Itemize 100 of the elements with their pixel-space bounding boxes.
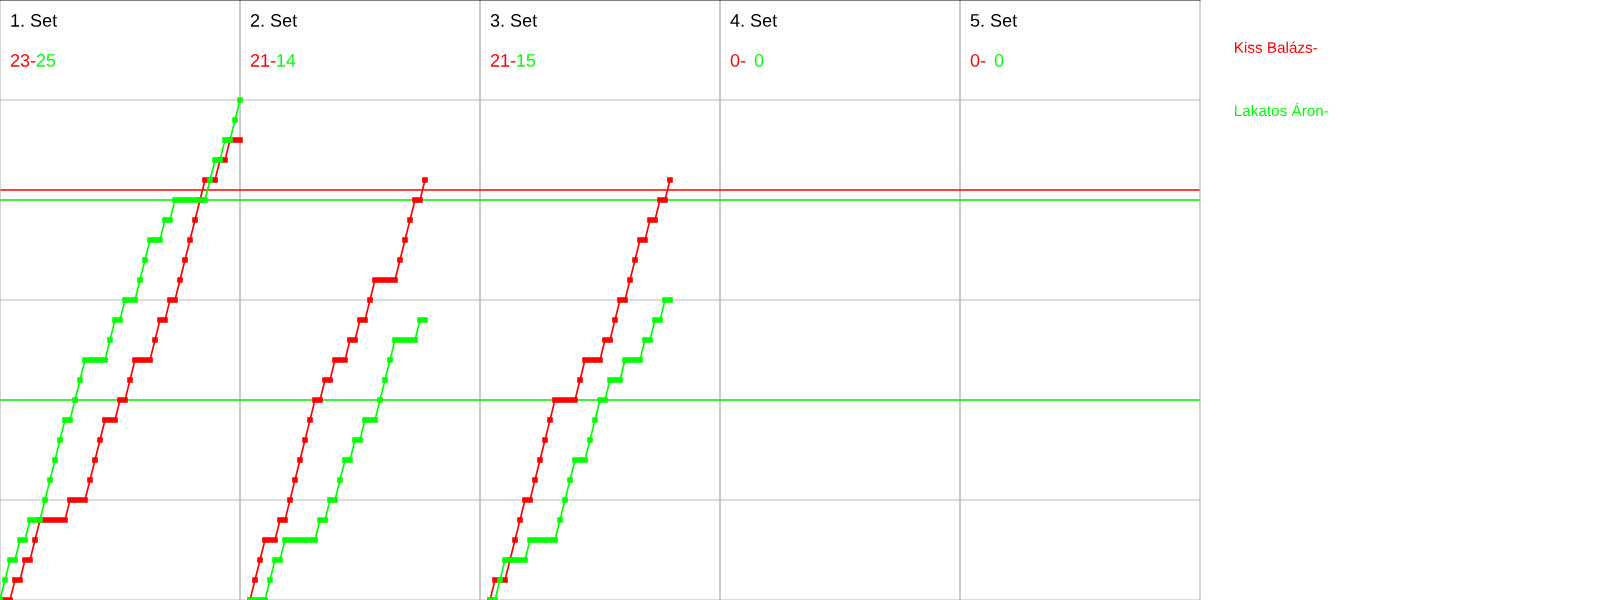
point bbox=[82, 497, 88, 503]
point bbox=[577, 377, 583, 383]
point bbox=[367, 417, 373, 423]
point bbox=[632, 257, 638, 263]
point bbox=[312, 537, 318, 543]
text: 5. Set bbox=[970, 14, 1018, 27]
point bbox=[172, 297, 178, 303]
point bbox=[12, 577, 18, 583]
point bbox=[117, 317, 123, 323]
point bbox=[62, 517, 68, 523]
point bbox=[627, 277, 633, 283]
point bbox=[317, 397, 323, 403]
point bbox=[512, 537, 518, 543]
point bbox=[297, 457, 303, 463]
point bbox=[657, 317, 663, 323]
point bbox=[352, 437, 358, 443]
point bbox=[652, 317, 658, 323]
point bbox=[272, 557, 278, 563]
point bbox=[222, 137, 228, 143]
point bbox=[337, 357, 343, 363]
point bbox=[522, 557, 528, 563]
point bbox=[47, 517, 53, 523]
point bbox=[202, 197, 208, 203]
point bbox=[527, 497, 533, 503]
point bbox=[592, 417, 598, 423]
point bbox=[187, 197, 193, 203]
point bbox=[537, 457, 543, 463]
point bbox=[122, 397, 128, 403]
point bbox=[72, 497, 78, 503]
point bbox=[162, 217, 168, 223]
point bbox=[282, 537, 288, 543]
point bbox=[562, 397, 568, 403]
point bbox=[7, 557, 13, 563]
point bbox=[637, 237, 643, 243]
point bbox=[422, 317, 428, 323]
point bbox=[267, 577, 273, 583]
text: 14 bbox=[277, 54, 296, 67]
point bbox=[32, 537, 38, 543]
point bbox=[342, 457, 348, 463]
point bbox=[107, 337, 113, 343]
point bbox=[602, 337, 608, 343]
point bbox=[142, 357, 148, 363]
point bbox=[632, 357, 638, 363]
point bbox=[167, 297, 173, 303]
point bbox=[62, 417, 68, 423]
point bbox=[212, 157, 218, 163]
point bbox=[287, 497, 293, 503]
point bbox=[322, 377, 328, 383]
point bbox=[67, 417, 73, 423]
point bbox=[77, 377, 83, 383]
point bbox=[267, 537, 273, 543]
point bbox=[92, 457, 98, 463]
point bbox=[132, 357, 138, 363]
point bbox=[382, 277, 388, 283]
text: 25 bbox=[36, 54, 56, 67]
point bbox=[152, 237, 158, 243]
point bbox=[417, 197, 423, 203]
point bbox=[147, 237, 153, 243]
point bbox=[12, 557, 18, 563]
point bbox=[147, 357, 153, 363]
point bbox=[372, 417, 378, 423]
point bbox=[612, 317, 618, 323]
point bbox=[287, 537, 293, 543]
point bbox=[557, 517, 563, 523]
point bbox=[597, 397, 603, 403]
point bbox=[397, 337, 403, 343]
point bbox=[137, 277, 143, 283]
point bbox=[277, 557, 283, 563]
text: 0- bbox=[970, 54, 986, 67]
point bbox=[277, 517, 283, 523]
text: 0- bbox=[730, 54, 746, 67]
point bbox=[352, 337, 358, 343]
point bbox=[42, 497, 48, 503]
point bbox=[567, 477, 573, 483]
point bbox=[372, 277, 378, 283]
point bbox=[177, 277, 183, 283]
point bbox=[272, 537, 278, 543]
point bbox=[332, 357, 338, 363]
point bbox=[412, 197, 418, 203]
point bbox=[327, 377, 333, 383]
point bbox=[387, 277, 393, 283]
point bbox=[232, 117, 238, 123]
point bbox=[357, 317, 363, 323]
point bbox=[627, 357, 633, 363]
point bbox=[157, 317, 163, 323]
point bbox=[582, 357, 588, 363]
point bbox=[517, 517, 523, 523]
text: Lakatos Áron- bbox=[1235, 102, 1329, 117]
point bbox=[307, 417, 313, 423]
point bbox=[327, 497, 333, 503]
point bbox=[57, 437, 63, 443]
point bbox=[557, 397, 563, 403]
point bbox=[297, 537, 303, 543]
point bbox=[567, 397, 573, 403]
point bbox=[47, 477, 53, 483]
text: 0 bbox=[754, 54, 764, 67]
point bbox=[252, 577, 258, 583]
point bbox=[187, 237, 193, 243]
text: Kiss Balázs- bbox=[1235, 41, 1318, 53]
point bbox=[22, 537, 28, 543]
